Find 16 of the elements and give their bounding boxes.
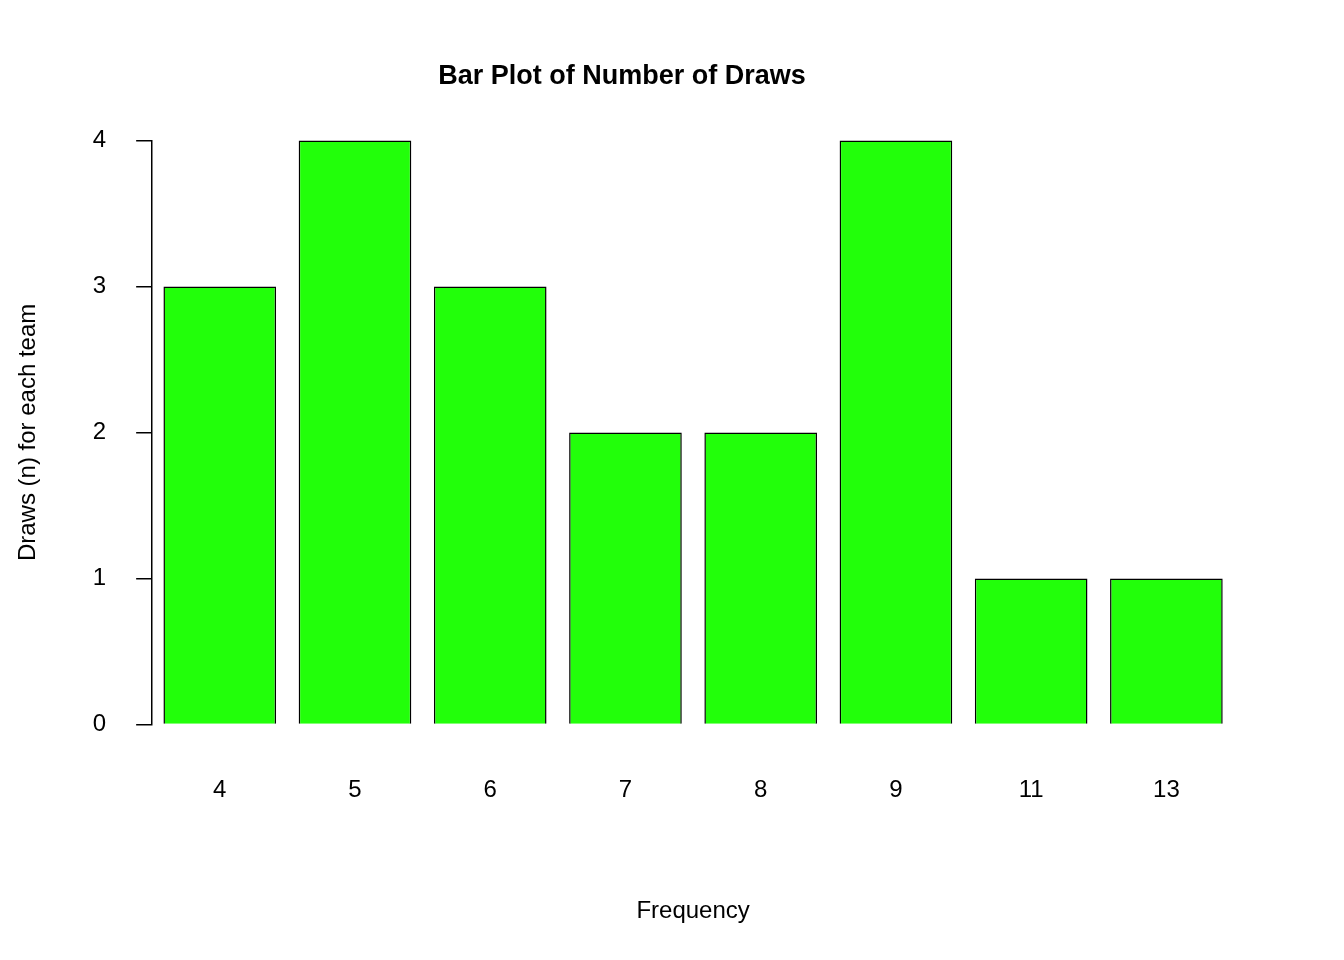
chart-title: Bar Plot of Number of Draws xyxy=(438,59,806,90)
y-axis-title: Draws (n) for each team xyxy=(13,303,41,562)
x-tick-label: 5 xyxy=(348,775,362,803)
y-tick-label: 1 xyxy=(92,563,107,591)
y-tick-label: 2 xyxy=(92,417,107,445)
y-tick-label: 0 xyxy=(92,709,107,737)
y-tick-label: 4 xyxy=(92,125,107,153)
x-tick-label: 11 xyxy=(1018,775,1044,803)
x-tick-label: 9 xyxy=(889,775,903,803)
y-tick-label: 3 xyxy=(92,271,107,299)
x-tick-label: 7 xyxy=(618,775,633,803)
x-tick-label: 8 xyxy=(754,775,768,803)
x-tick-label: 6 xyxy=(483,775,497,803)
x-tick-label: 13 xyxy=(1153,775,1180,803)
x-axis-title: Frequency xyxy=(636,896,750,924)
x-tick-label: 4 xyxy=(213,775,227,803)
